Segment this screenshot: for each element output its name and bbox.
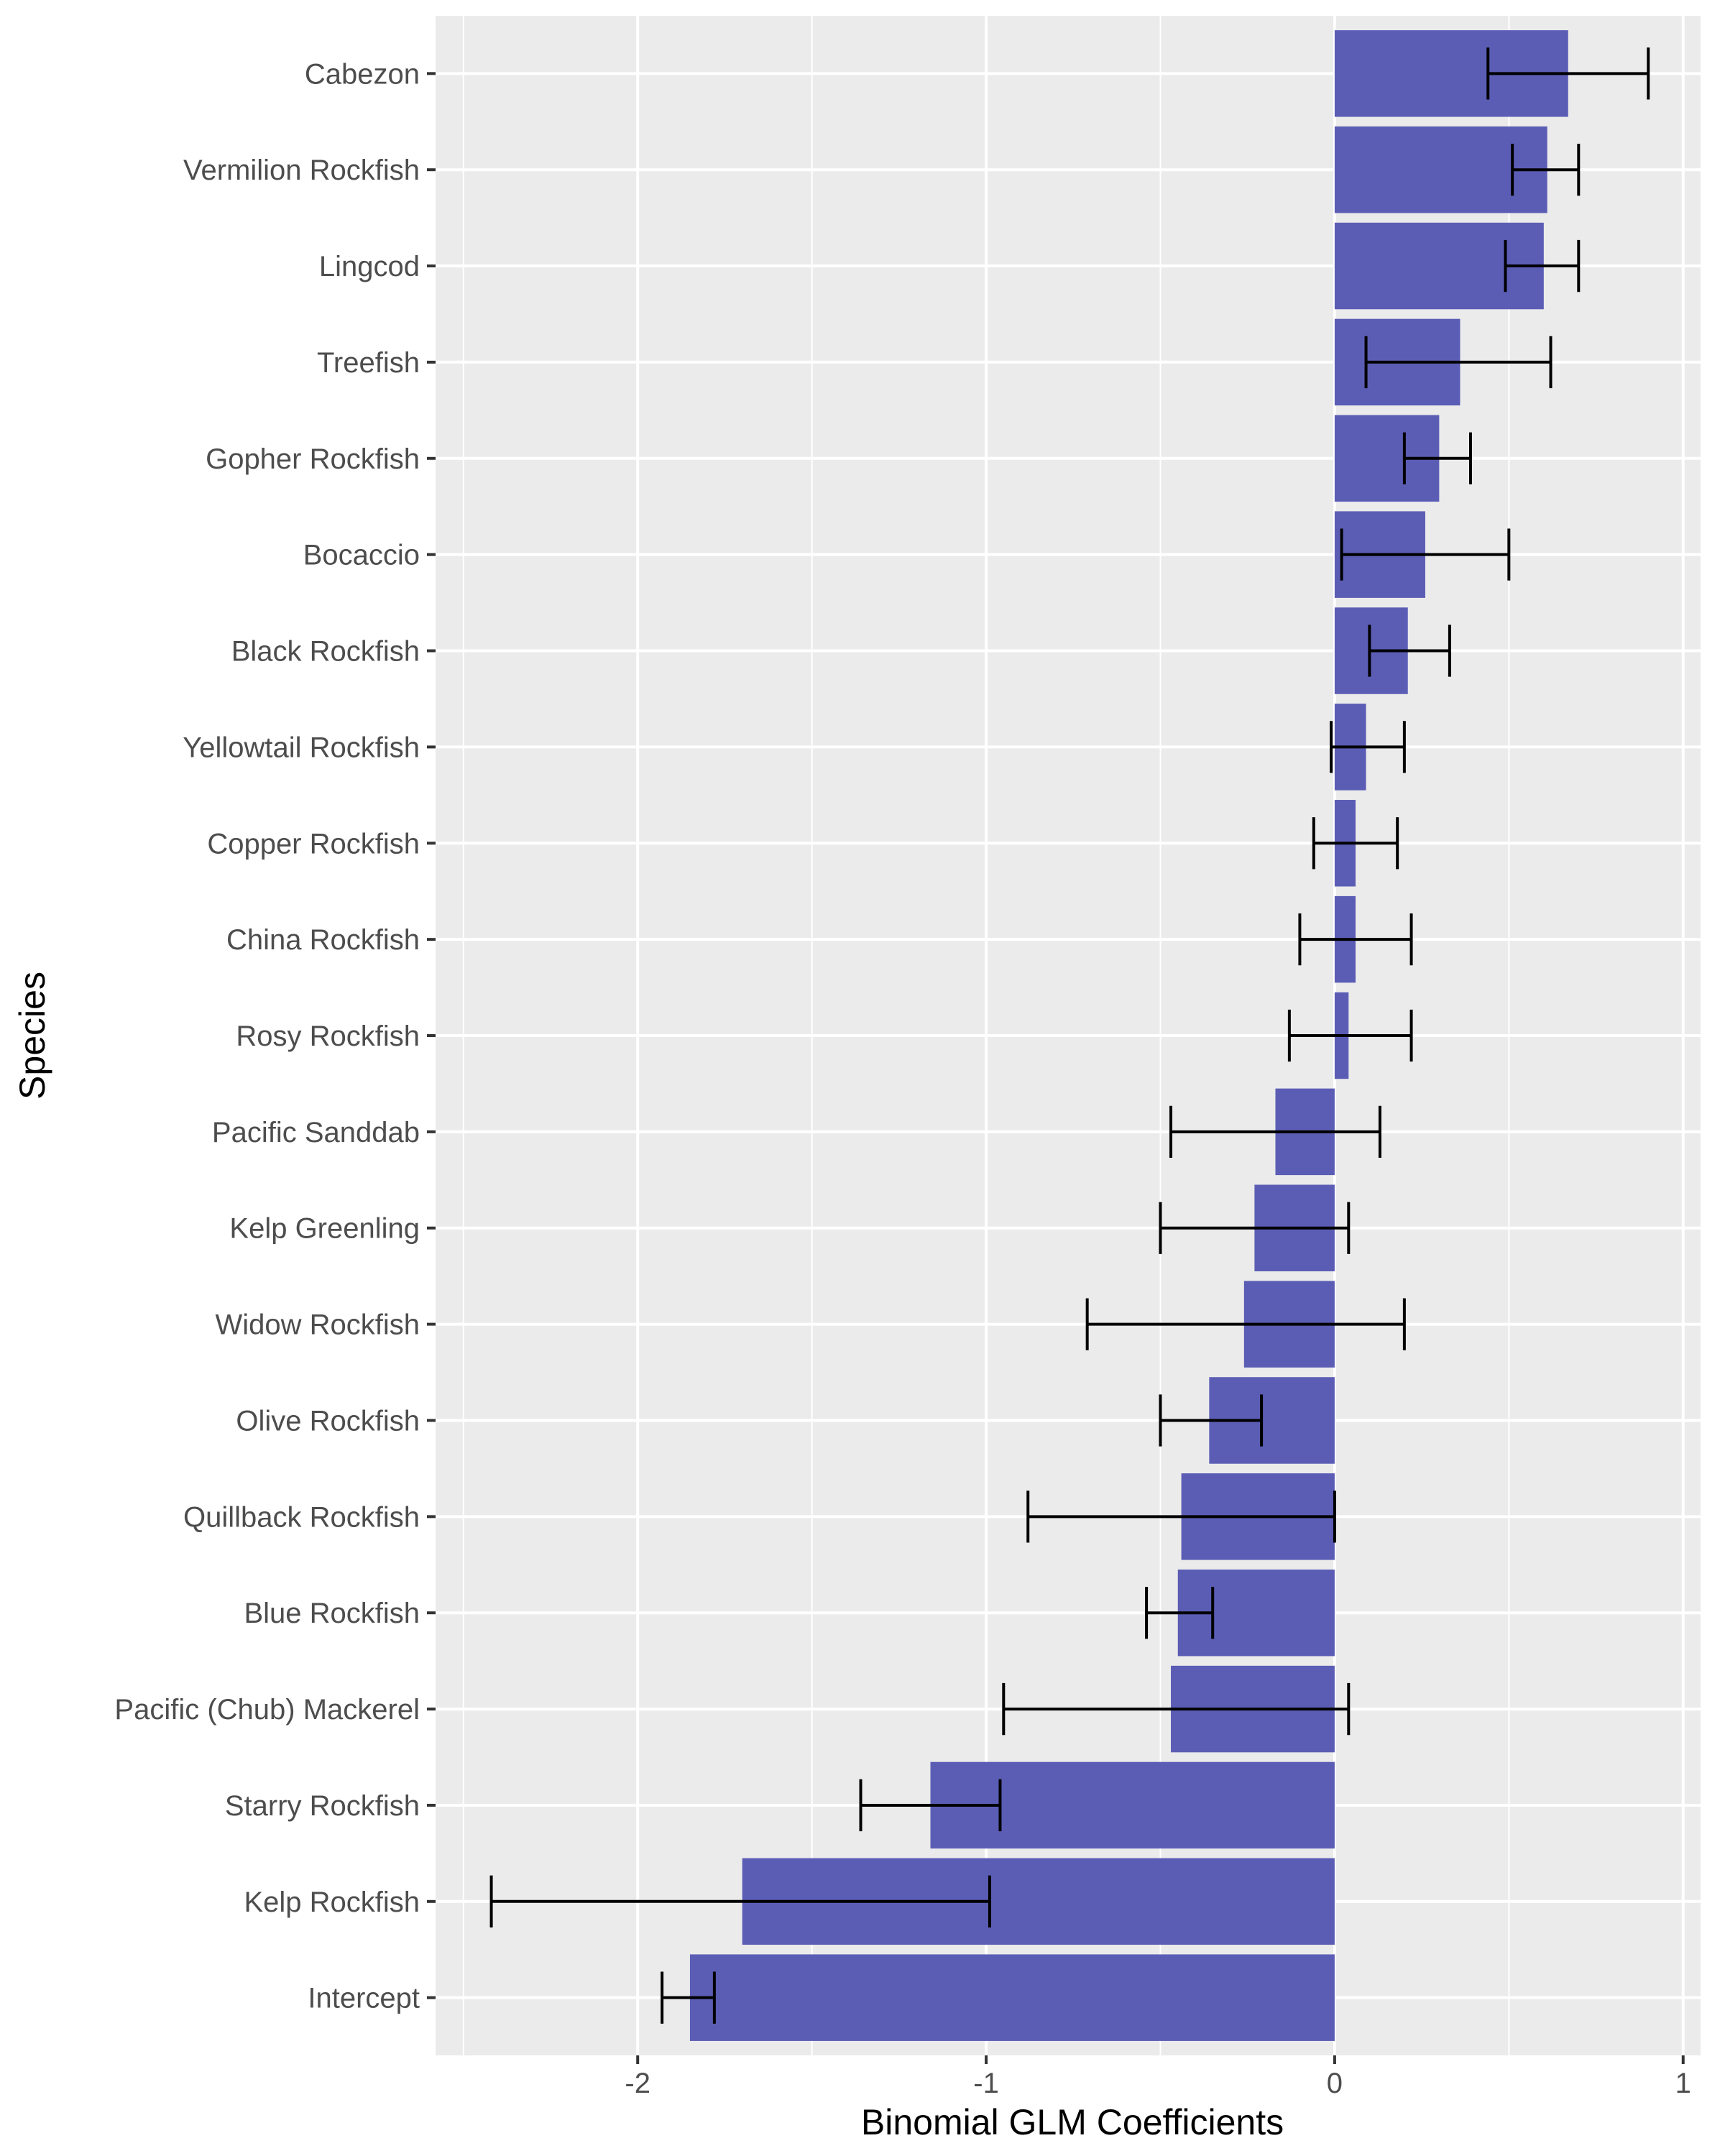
y-tick-label: Vermilion Rockfish bbox=[183, 155, 420, 186]
x-tick-label: 1 bbox=[1675, 2068, 1691, 2099]
y-tick-label: Bocaccio bbox=[303, 540, 420, 571]
y-tick-label: Widow Rockfish bbox=[215, 1309, 420, 1341]
x-axis-title: Binomial GLM Coefficients bbox=[861, 2102, 1284, 2142]
y-tick-label: Kelp Rockfish bbox=[244, 1886, 420, 1918]
y-tick-label: Pacific Sanddab bbox=[212, 1117, 420, 1148]
x-axis: -2 -1 0 1 bbox=[625, 2055, 1691, 2099]
bar bbox=[689, 1954, 1335, 2041]
x-tick-label: -1 bbox=[973, 2068, 999, 2099]
y-tick-label: Starry Rockfish bbox=[225, 1790, 420, 1822]
y-tick-label: Treefish bbox=[317, 347, 420, 379]
y-tick-label: China Rockfish bbox=[226, 924, 420, 956]
y-tick-label: Copper Rockfish bbox=[207, 828, 420, 860]
y-tick-label: Cabezon bbox=[305, 58, 420, 90]
y-tick-label: Intercept bbox=[308, 1983, 420, 2014]
x-tick-label: 0 bbox=[1327, 2068, 1343, 2099]
y-tick-label: Olive Rockfish bbox=[236, 1405, 420, 1437]
y-axis-title: Species bbox=[12, 972, 52, 1100]
y-tick-label: Kelp Greenling bbox=[229, 1213, 420, 1245]
y-axis: Cabezon Vermilion Rockfish Lingcod Treefish… bbox=[114, 58, 436, 2014]
bars bbox=[689, 30, 1568, 2041]
y-tick-label: Black Rockfish bbox=[231, 636, 420, 668]
error-bars bbox=[489, 47, 1650, 2024]
y-tick-label: Pacific (Chub) Mackerel bbox=[114, 1694, 420, 1726]
x-tick-label: -2 bbox=[625, 2068, 650, 2099]
y-tick-label: Rosy Rockfish bbox=[236, 1021, 420, 1052]
y-tick-label: Yellowtail Rockfish bbox=[183, 732, 420, 763]
y-tick-label: Quillback Rockfish bbox=[183, 1501, 420, 1533]
y-tick-label: Blue Rockfish bbox=[244, 1598, 420, 1629]
y-tick-label: Gopher Rockfish bbox=[206, 443, 420, 475]
y-tick-label: Lingcod bbox=[319, 251, 420, 282]
